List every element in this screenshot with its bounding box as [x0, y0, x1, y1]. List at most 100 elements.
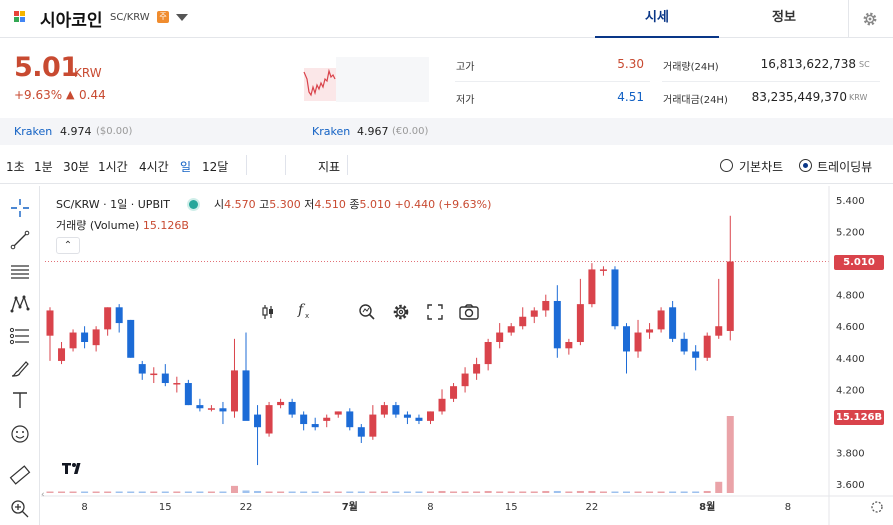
fullscreen-icon[interactable]: [427, 304, 443, 320]
volume-tag: 15.126B: [834, 410, 884, 425]
interval-1m[interactable]: 1분: [34, 160, 53, 174]
candle-body: [669, 307, 677, 339]
price-unit: KRW: [74, 66, 102, 80]
candle-body: [46, 310, 54, 336]
compare-search-icon[interactable]: [358, 303, 376, 321]
live-dot-icon: [189, 200, 199, 209]
change-percent: +9.63%: [14, 88, 63, 102]
exchange-sub-price: ($0.00): [96, 126, 133, 137]
candle-body: [277, 401, 285, 406]
high-label: 고가: [456, 62, 475, 73]
interval-30m[interactable]: 30분: [63, 160, 90, 174]
chevron-down-icon[interactable]: [176, 14, 188, 21]
fib-retracement-icon[interactable]: [9, 325, 31, 347]
coin-header: 시아코인 SC/KRW 주 시세 정보: [0, 0, 893, 38]
open-value: 4.570: [224, 198, 256, 211]
zoom-in-icon[interactable]: [9, 498, 31, 520]
candles: [46, 215, 734, 466]
volume-bar: [450, 491, 458, 493]
tab-info[interactable]: 정보: [772, 10, 796, 25]
low-label: 저: [304, 198, 315, 211]
amount-24h-unit: KRW: [849, 93, 868, 102]
time-tick-label: 8월: [699, 501, 715, 513]
volume-bar: [230, 485, 238, 493]
candle-body: [254, 414, 262, 428]
volume-bar: [346, 491, 354, 493]
volume-bar: [634, 491, 642, 493]
coin-name: 시아코인: [40, 11, 103, 31]
drawing-tools: [0, 186, 40, 525]
volume-bar: [219, 491, 227, 493]
settings-button[interactable]: [848, 0, 893, 38]
candle-body: [173, 383, 181, 385]
volume-bar: [703, 490, 711, 493]
volume-bar: [715, 481, 723, 493]
ruler-icon[interactable]: [9, 464, 31, 486]
candle-body: [599, 269, 607, 271]
volume-bar: [623, 491, 630, 493]
volume-bar: [265, 491, 273, 493]
volume-bar: [461, 491, 469, 493]
time-tick-label: 22: [240, 502, 253, 513]
candle-body: [565, 342, 573, 349]
volume-bar: [565, 491, 573, 493]
candle-body: [300, 414, 308, 425]
exchange-name[interactable]: Kraken: [14, 125, 53, 138]
candle-body: [623, 326, 630, 352]
basic-chart-label[interactable]: 기본차트: [739, 160, 784, 174]
trading-view-label[interactable]: 트레이딩뷰: [817, 160, 873, 174]
brush-icon[interactable]: [9, 357, 31, 379]
candle-body: [323, 417, 331, 421]
candle-body: [115, 307, 123, 324]
candle-body: [553, 300, 561, 349]
volume-bar: [599, 491, 607, 493]
candle-body: [530, 310, 538, 317]
interval-4h[interactable]: 4시간: [139, 160, 169, 174]
candle-body: [680, 338, 688, 352]
exchange-name[interactable]: Kraken: [312, 125, 351, 138]
exchange-prices: Kraken 4.974 ($0.00) Kraken 4.967 (€0.00…: [0, 118, 893, 145]
interval-12mo[interactable]: 12달: [202, 160, 229, 174]
horizontal-lines-icon[interactable]: [9, 261, 31, 283]
volume-bar: [726, 416, 734, 493]
high-value: 5.30: [617, 57, 644, 71]
pattern-icon[interactable]: [9, 293, 31, 315]
trend-line-icon[interactable]: [9, 229, 31, 251]
candle-type-icon[interactable]: [261, 304, 275, 320]
candle-body: [161, 373, 169, 384]
trading-view-radio[interactable]: [799, 159, 812, 172]
crosshair-icon[interactable]: [9, 197, 31, 219]
text-tool-icon[interactable]: [9, 389, 31, 411]
collapse-legend-button[interactable]: ⌃: [56, 237, 80, 254]
candle-body: [426, 411, 434, 421]
volume-bar: [69, 491, 77, 493]
price-chart[interactable]: 5.400 5.200 4.800 4.600 4.400 4.200 3.800 3.600…: [41, 186, 893, 525]
tab-price[interactable]: 시세: [595, 0, 719, 38]
volume-bar: [646, 491, 654, 493]
chart-settings-icon[interactable]: [392, 303, 410, 321]
interval-1s[interactable]: 1초: [6, 160, 25, 174]
axis-settings-icon: [871, 501, 883, 513]
interval-1h[interactable]: 1시간: [98, 160, 128, 174]
exchange-sub-price: (€0.00): [392, 126, 429, 137]
volume-24h-value: 16,813,622,738: [760, 57, 856, 71]
volume-bar: [380, 491, 388, 493]
candle-body: [611, 269, 619, 327]
volume-bar: [254, 490, 262, 493]
emoji-icon[interactable]: [9, 423, 31, 445]
volume-bar: [300, 491, 308, 493]
candle-body: [58, 348, 66, 361]
candle-body: [634, 332, 642, 352]
volume-bars: [46, 416, 734, 493]
candle-body: [657, 310, 665, 330]
function-icon[interactable]: f x: [296, 302, 312, 320]
price-tick-label: 5.200: [836, 228, 865, 239]
candle-body: [92, 329, 100, 346]
camera-icon[interactable]: [459, 304, 479, 320]
price-tick-label: 3.800: [836, 448, 865, 459]
mini-price-chart: [303, 57, 429, 102]
indicator-button[interactable]: 지표: [318, 160, 341, 174]
interval-1d[interactable]: 일: [180, 160, 192, 174]
basic-chart-radio[interactable]: [720, 159, 733, 172]
candle-body: [403, 414, 411, 418]
